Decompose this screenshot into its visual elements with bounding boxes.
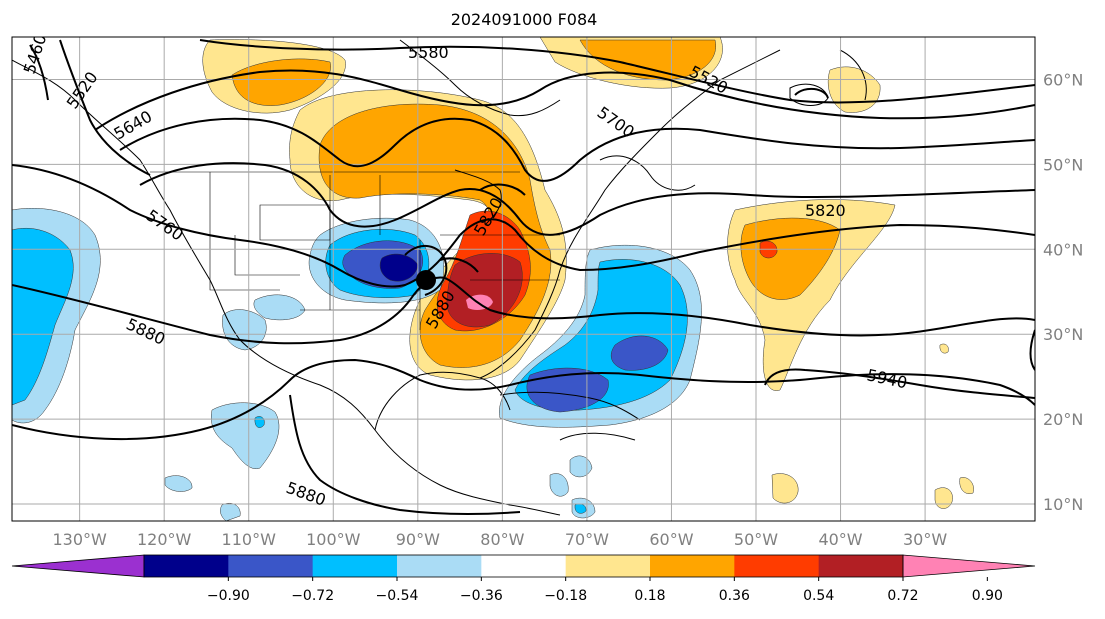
colorbar-segment [312, 555, 398, 577]
latitude-label: 60°N [1043, 70, 1083, 89]
colorbar [11, 554, 1036, 578]
colorbar-segment [650, 555, 735, 577]
longitude-label: 40°W [818, 530, 862, 549]
longitude-label: 120°W [137, 530, 192, 549]
longitude-label: 70°W [565, 530, 609, 549]
colorbar-frame [143, 554, 904, 578]
longitude-label: 130°W [52, 530, 107, 549]
colorbar-segment [144, 555, 229, 577]
longitude-label: 110°W [222, 530, 277, 549]
colorbar-tick-label: 0.90 [972, 588, 1003, 604]
longitude-label: 80°W [480, 530, 524, 549]
colorbar-tick-label: 0.54 [803, 588, 834, 604]
colorbar-segment [818, 555, 904, 577]
shading-negative [12, 208, 702, 521]
longitude-label: 90°W [396, 530, 440, 549]
colorbar-extend-low [11, 554, 145, 578]
latitude-label: 20°N [1043, 410, 1083, 429]
colorbar-segment [734, 555, 820, 577]
longitude-labels: 130°W 120°W 110°W 100°W 90°W 80°W 70°W 60°W 50°W… [52, 530, 947, 549]
colorbar-tick-label: −0.36 [460, 588, 503, 604]
longitude-label: 100°W [306, 530, 361, 549]
colorbar-tick-label: 0.18 [634, 588, 665, 604]
colorbar-extend-high [902, 554, 1036, 578]
graticule [12, 37, 1035, 521]
colorbar-segment [228, 555, 314, 577]
latitude-labels: 60°N 50°N 40°N 30°N 20°N 10°N [1043, 70, 1083, 514]
colorbar-tick-label: −0.54 [376, 588, 419, 604]
colorbar-tick-label: 0.36 [719, 588, 750, 604]
height-contours [12, 39, 1035, 516]
latitude-label: 10°N [1043, 495, 1083, 514]
latitude-label: 40°N [1043, 240, 1083, 259]
map-title: 2024091000 F084 [451, 10, 598, 29]
map-panel: 5460 5520 5580 5520 5640 5700 5760 5820 … [12, 37, 1035, 521]
longitude-label: 60°W [649, 530, 693, 549]
colorbar-segment [481, 555, 567, 577]
colorbar-tick-label: 0.72 [887, 588, 918, 604]
map-frame [11, 36, 1036, 522]
latitude-label: 50°N [1043, 155, 1083, 174]
colorbar-tick-label: −0.90 [207, 588, 250, 604]
colorbar-tick-label: −0.18 [544, 588, 587, 604]
storm-marker [416, 270, 436, 290]
colorbar-tick-labels: −0.90 −0.72 −0.54 −0.36 −0.18 0.18 0.36 0.54 0.7… [207, 577, 1003, 604]
colorbar-segment [565, 555, 651, 577]
colorbar-tick-label: −0.72 [291, 588, 334, 604]
contour-label: 5580 [408, 43, 449, 62]
longitude-label: 30°W [903, 530, 947, 549]
latitude-label: 30°N [1043, 325, 1083, 344]
longitude-label: 50°W [734, 530, 778, 549]
colorbar-segment [397, 555, 482, 577]
contour-label: 5820 [805, 201, 846, 220]
